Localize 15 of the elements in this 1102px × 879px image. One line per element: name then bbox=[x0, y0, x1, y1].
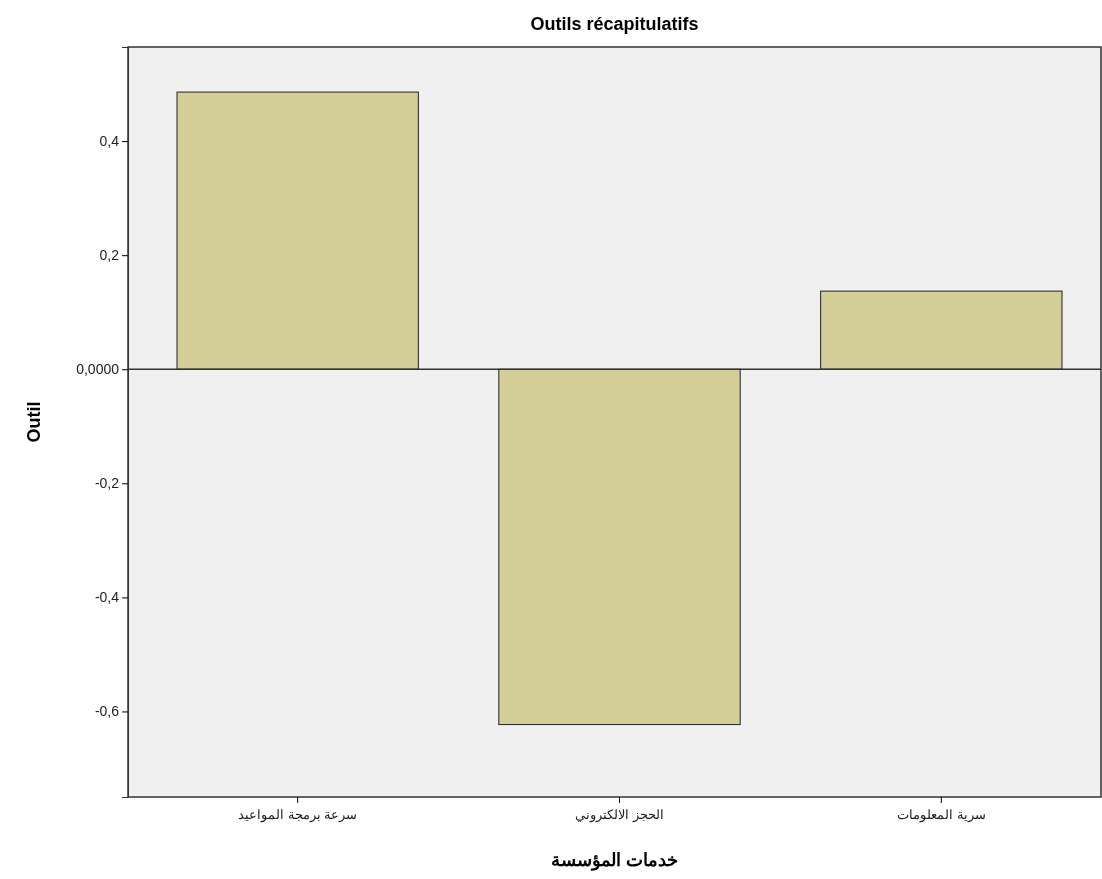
chart-title: Outils récapitulatifs bbox=[530, 14, 699, 34]
y-tick-label: 0,0000 bbox=[76, 361, 120, 378]
x-axis-title: خدمات المؤسسة bbox=[551, 850, 679, 871]
bar bbox=[498, 368, 741, 726]
x-tick-label: الحجز الالكتروني bbox=[575, 807, 664, 823]
x-tick-label: سرعة برمجة المواعيد bbox=[238, 807, 358, 823]
y-tick-label: -0,6 bbox=[94, 703, 120, 720]
y-tick-label: 0,2 bbox=[99, 247, 120, 264]
y-tick-label: -0,2 bbox=[94, 475, 120, 492]
y-tick-label: 0,4 bbox=[99, 133, 120, 150]
bar bbox=[176, 91, 419, 370]
y-tick-label: -0,4 bbox=[94, 589, 120, 606]
y-axis-title: Outil bbox=[24, 401, 44, 443]
bar bbox=[820, 290, 1063, 370]
x-tick-label: سرية المعلومات bbox=[897, 807, 986, 823]
